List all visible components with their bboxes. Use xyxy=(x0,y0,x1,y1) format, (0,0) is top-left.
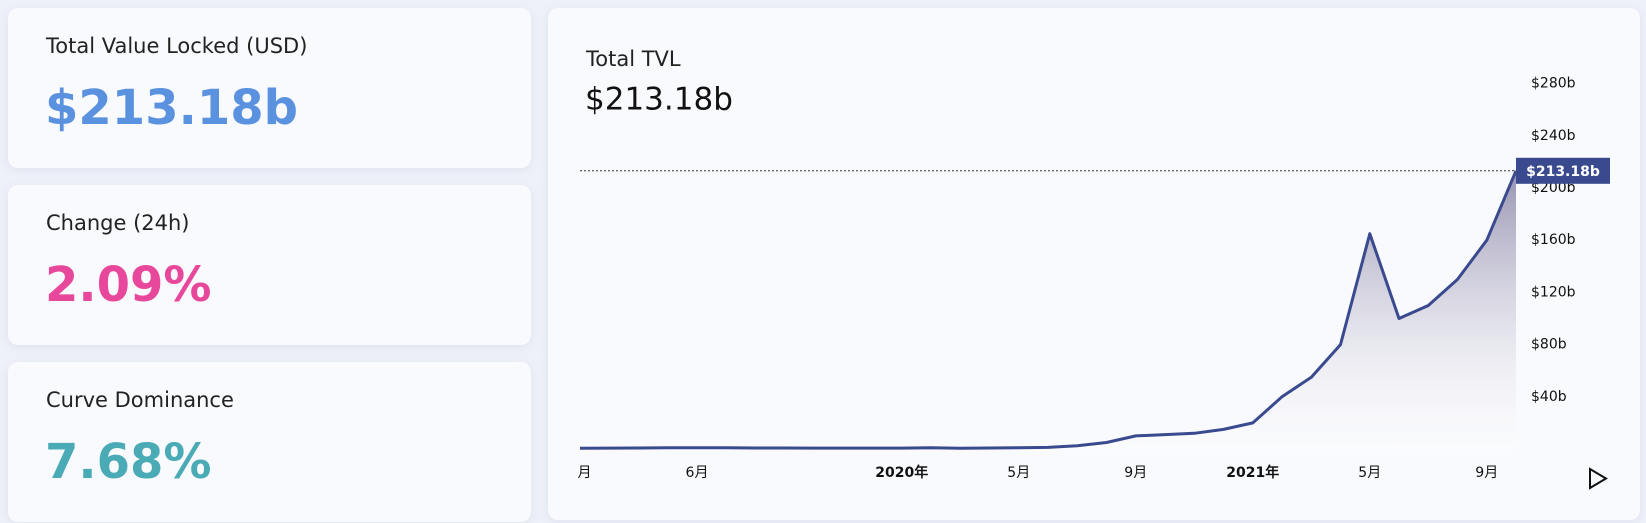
x-tick-label: 2020年 xyxy=(875,464,928,481)
y-tick-label: $80b xyxy=(1531,337,1567,353)
current-value-box xyxy=(1516,157,1610,184)
area xyxy=(580,170,1516,450)
x-tick-label: 5月 xyxy=(1358,465,1381,481)
chart-value: $213.18b xyxy=(585,82,733,118)
x-tick-label: 2月 xyxy=(569,465,592,481)
y-tick-label: $240b xyxy=(1531,128,1576,144)
current-value-label: $213.18b xyxy=(1526,164,1600,180)
stat-card: Total Value Locked (USD) $213.18b xyxy=(8,8,531,168)
stat-label: Change (24h) xyxy=(46,211,190,235)
stat-card: Change (24h) 2.09% xyxy=(8,185,531,345)
stat-value: $213.18b xyxy=(45,80,298,136)
y-tick-label: $160b xyxy=(1531,232,1576,248)
y-tick-label: $120b xyxy=(1531,284,1576,300)
y-tick-label: $40b xyxy=(1531,389,1567,405)
stat-label: Total Value Locked (USD) xyxy=(46,34,308,58)
stat-label: Curve Dominance xyxy=(46,388,234,412)
x-tick-label: 9月 xyxy=(1124,465,1147,481)
x-tick-label: 2021年 xyxy=(1226,464,1279,481)
x-tick-label: 6月 xyxy=(686,465,709,481)
play-button[interactable] xyxy=(1589,467,1608,490)
stat-value: 7.68% xyxy=(45,434,212,490)
stat-card: Curve Dominance 7.68% xyxy=(8,362,531,522)
y-tick-label: $280b xyxy=(1531,76,1576,92)
stat-value: 2.09% xyxy=(45,257,212,313)
chart-title: Total TVL xyxy=(585,47,681,71)
x-axis: 2月 6月 2020年 5月 9月 2021年 5月 9月 xyxy=(569,464,1498,481)
line xyxy=(579,170,1518,450)
y-tick-label: $200b xyxy=(1531,180,1576,196)
x-tick-label: 9月 xyxy=(1475,465,1498,481)
x-tick-label: 5月 xyxy=(1007,465,1030,481)
